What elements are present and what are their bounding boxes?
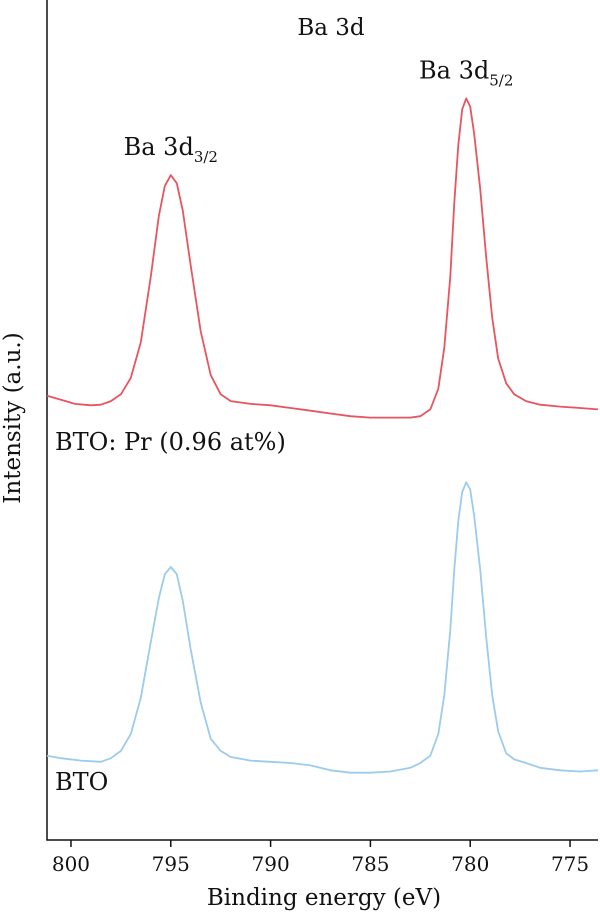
peak-annotation-3d32: Ba 3d3/2 [124, 133, 218, 166]
annotation-layer: Ba 3d3/2 Ba 3d5/2 [124, 56, 514, 166]
x-tick-label: 780 [451, 852, 489, 876]
x-tick-label: 800 [52, 852, 90, 876]
plot-area [46, 0, 598, 841]
x-tick-label: 775 [551, 852, 589, 876]
series-label-bto-pr: BTO: Pr (0.96 at%) [55, 428, 286, 456]
peak-annotation-3d52: Ba 3d5/2 [419, 56, 513, 89]
series-line-bto-pr [46, 97, 599, 419]
x-axis-label: Binding energy (eV) [207, 885, 441, 911]
chart-title: Ba 3d [297, 15, 365, 41]
series-label-bto: BTO [55, 768, 108, 796]
series-line-bto [46, 481, 599, 774]
x-tick-label: 785 [351, 852, 389, 876]
x-tick-label: 795 [152, 852, 190, 876]
x-axis-ticks: 800 795 790 785 780 775 [52, 840, 589, 876]
axes-lines [46, 0, 598, 841]
x-tick-label: 790 [252, 852, 290, 876]
y-axis-label: Intensity (a.u.) [0, 332, 26, 503]
series-layer: BTO: Pr (0.96 at%) BTO [46, 97, 599, 796]
